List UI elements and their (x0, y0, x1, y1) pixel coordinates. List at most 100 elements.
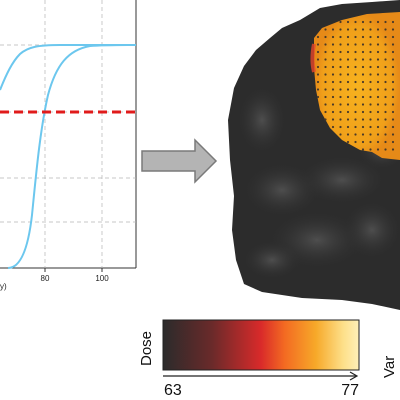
sample-dot (384, 95, 387, 99)
sample-dot (369, 65, 372, 69)
sample-dot (339, 125, 342, 129)
sample-dot (346, 35, 350, 39)
sample-dot (376, 50, 380, 54)
sample-dot (376, 58, 380, 61)
sample-dot (354, 65, 357, 69)
sample-dot (391, 28, 395, 31)
sample-dot (324, 35, 327, 39)
sample-dot (324, 103, 327, 106)
sample-dot (339, 20, 342, 24)
sample-dot (369, 58, 372, 61)
sample-dot (354, 140, 357, 144)
sample-dot (376, 133, 380, 136)
sample-dot (361, 125, 365, 129)
sample-dot (391, 110, 395, 114)
sample-dot (339, 43, 342, 46)
sample-dot (331, 28, 335, 31)
sample-dot (346, 125, 350, 129)
sample-dot (346, 140, 350, 144)
sample-dot (354, 20, 357, 24)
sample-dot (354, 110, 357, 114)
sample-dot (391, 50, 395, 54)
sample-dot (354, 125, 357, 129)
sample-dot (324, 50, 327, 54)
sample-dot (391, 95, 395, 99)
sample-dot (361, 110, 365, 114)
sample-dot (361, 118, 365, 121)
sigmoid-curve-2 (7, 44, 137, 269)
sample-dot (346, 50, 350, 54)
sample-dot (331, 110, 335, 114)
sample-dot (384, 125, 387, 129)
sample-dot (391, 43, 395, 46)
sample-dot (331, 35, 335, 39)
sample-dot (391, 58, 395, 61)
sample-dot (384, 50, 387, 54)
sample-dot (361, 58, 365, 61)
sample-dot (384, 118, 387, 121)
sigmoid-curve-1 (0, 44, 136, 91)
sample-dot (376, 20, 380, 24)
sample-dot (331, 125, 335, 129)
sample-dot (316, 58, 320, 61)
sample-dot (324, 88, 327, 91)
sample-dot (346, 20, 350, 24)
sample-dot (384, 148, 387, 151)
sample-dot (339, 65, 342, 69)
sample-dot (391, 148, 395, 151)
sample-dot (391, 140, 395, 144)
x-tick-100: 100 (95, 274, 109, 283)
sample-dot (391, 125, 395, 129)
sample-dot (339, 28, 342, 31)
sample-dot (316, 50, 320, 54)
sample-dot (324, 43, 327, 46)
sample-dot (331, 50, 335, 54)
sample-dot (376, 103, 380, 106)
sample-dot (369, 125, 372, 129)
sample-dot (339, 50, 342, 54)
sample-dot (324, 80, 327, 84)
sample-dot (324, 73, 327, 76)
sample-dot (384, 88, 387, 91)
hot-region (314, 12, 400, 160)
sample-dot (346, 80, 350, 84)
colorbar-max-label: 77 (341, 382, 359, 399)
sample-dot (354, 88, 357, 91)
sample-dot (324, 95, 327, 99)
colorbar-right-label: Var (381, 356, 398, 378)
sample-dot (369, 88, 372, 91)
sample-dot (361, 73, 365, 76)
sample-dot (391, 20, 395, 24)
sample-dot (376, 125, 380, 129)
sample-dot (346, 95, 350, 99)
sample-dot (354, 118, 357, 121)
sample-dot (369, 50, 372, 54)
sample-dot (376, 95, 380, 99)
sample-dot (331, 58, 335, 61)
sample-dot (376, 35, 380, 39)
sample-dot (384, 80, 387, 84)
plot-grid (0, 0, 136, 268)
colorbar: Dose 63 77 Var (138, 319, 398, 399)
sample-dot (361, 88, 365, 91)
sample-dot (376, 28, 380, 31)
dose-response-plot: 80 100 y) (0, 0, 137, 291)
sample-dot (384, 133, 387, 136)
sample-dot (384, 73, 387, 76)
sample-dot (346, 73, 350, 76)
sample-dot (331, 95, 335, 99)
sample-dot (339, 73, 342, 76)
sample-dot (391, 88, 395, 91)
x-tick-80: 80 (41, 274, 50, 283)
sample-dot (354, 73, 357, 76)
sample-dot (316, 80, 320, 84)
sample-dot (391, 65, 395, 69)
sample-dot (384, 20, 387, 24)
sample-dot (339, 103, 342, 106)
colorbar-left-label: Dose (138, 331, 155, 366)
sample-dot (346, 88, 350, 91)
sample-dot (376, 148, 380, 151)
sample-dot (346, 103, 350, 106)
sample-dot (339, 58, 342, 61)
sample-dot (384, 35, 387, 39)
